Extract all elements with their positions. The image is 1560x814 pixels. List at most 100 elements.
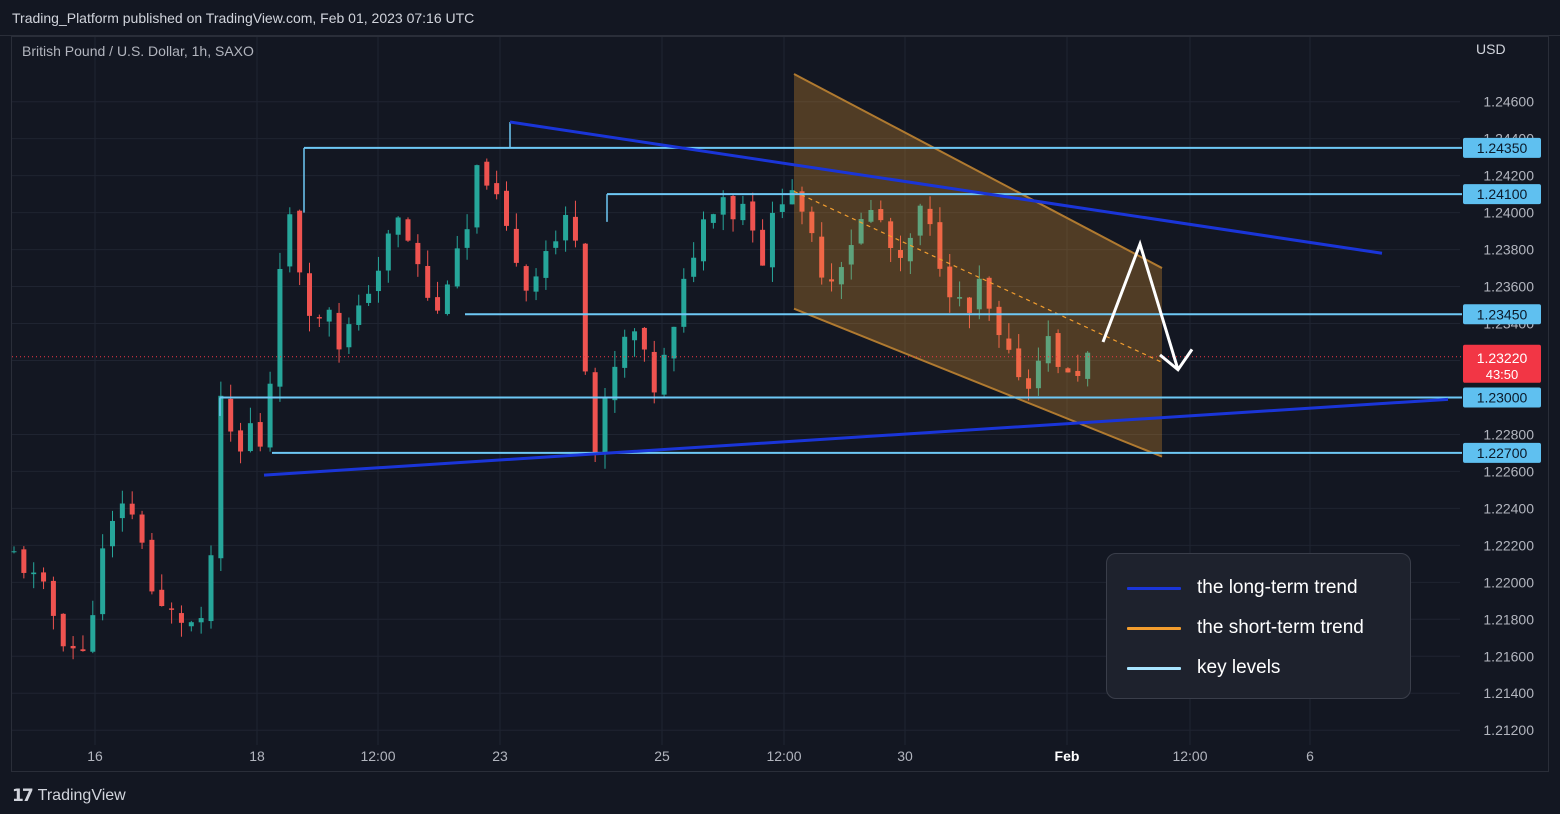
candle-body [681,278,687,327]
candle-body [1006,338,1012,350]
current-price-tag [1463,344,1541,383]
x-tick-label: 18 [249,748,265,764]
y-tick-label: 1.23600 [1483,279,1534,295]
candle-body [976,278,982,310]
candle-body [435,297,441,311]
candle-body [553,241,559,248]
candle-body [986,277,992,309]
y-tick-label: 1.21200 [1483,722,1534,738]
y-tick-label: 1.22800 [1483,426,1534,442]
candle-body [779,204,785,212]
key-level-tag [1463,137,1541,158]
candle-body [60,613,66,647]
candle-body [454,248,460,287]
candle-body [425,265,431,298]
y-tick-label: 1.22000 [1483,574,1534,590]
channel-lower-line [793,307,1163,458]
candle-body [966,297,972,313]
candle-body [957,297,963,299]
channel-mid-line [793,190,1163,363]
candle-body [149,539,155,592]
candle-body [592,372,598,454]
y-tick-label: 1.21600 [1483,648,1534,664]
candle-body [1045,336,1051,364]
candle-body [730,196,736,220]
key-level-tag [1463,184,1541,205]
candle-body [898,249,903,258]
candle-body [188,622,194,627]
candle-body [769,212,775,268]
candle-body [1065,368,1071,373]
x-tick-label: 23 [492,748,508,764]
candle-body [651,351,657,393]
legend-label: the short-term trend [1197,617,1364,638]
long-term-swatch [1127,586,1181,590]
legend-item-short-term: the short-term trend [1127,616,1364,640]
key-levels-swatch [1127,666,1181,670]
tradingview-logo-icon: 17 [12,786,34,806]
candle-body [848,245,854,265]
long-term-trend-lower [263,397,1449,477]
candle-body [405,219,411,241]
candle-body [159,589,165,607]
tradingview-brand: TradingView [37,787,126,804]
candle-body [297,210,303,273]
x-tick-label: 12:00 [1172,748,1207,764]
y-tick-label: 1.23800 [1483,242,1534,258]
candle-body [858,219,864,244]
key-level-tag-label: 1.24350 [1477,140,1528,156]
candle-body [129,503,135,515]
candle-body [257,422,263,447]
x-tick-label: 30 [897,748,913,764]
candle-body [90,615,96,652]
candle-body [740,203,746,221]
x-tick-label: 12:00 [766,748,801,764]
candle-body [1085,352,1091,379]
legend-label: key levels [1197,657,1281,678]
candle-body [119,503,125,519]
x-tick-label: 6 [1306,748,1314,764]
candle-body [474,165,480,228]
x-tick-label: 12:00 [360,748,395,764]
candle-body [710,214,716,223]
candle-body [888,221,894,248]
x-tick-label: 16 [87,748,103,764]
candle-body [996,306,1002,336]
candle-body [582,243,588,372]
candle-body [947,266,953,298]
candle-body [523,266,529,291]
bottom-bar: 17 TradingView [0,772,1560,814]
candle-body [208,555,214,622]
legend-item-long-term: the long-term trend [1127,576,1358,600]
candle-body [927,208,933,225]
candle-body [641,327,647,350]
candle-body [307,273,312,316]
candle-body [612,366,618,401]
legend: the long-term trend the short-term trend… [1106,553,1411,699]
candle-body [494,183,500,195]
short-term-swatch [1127,626,1181,630]
candle-body [878,209,884,221]
projection-arrow [1101,239,1180,371]
candle-body [937,222,943,269]
key-level-tag-label: 1.24100 [1477,186,1528,202]
key-level-tag-label: 1.23450 [1477,306,1528,322]
long-term-trend-upper [509,120,1383,255]
candle-body [799,191,805,212]
symbol-title: British Pound / U.S. Dollar, 1h, SAXO [22,43,254,59]
candle-body [572,216,578,241]
candle-body [1075,370,1081,376]
projection-arrow-head [1159,348,1194,372]
candle-body [661,354,667,395]
y-tick-label: 1.24200 [1483,168,1534,184]
candle-body [720,197,726,215]
candle-body [100,548,106,615]
candle-body [326,309,332,322]
y-tick-label: 1.22400 [1483,500,1534,516]
tradingview-logo[interactable]: 17 TradingView [12,786,126,806]
candle-body [1016,348,1022,378]
candle-body [228,398,234,432]
candle-body [504,190,509,226]
candle-body [50,580,56,616]
